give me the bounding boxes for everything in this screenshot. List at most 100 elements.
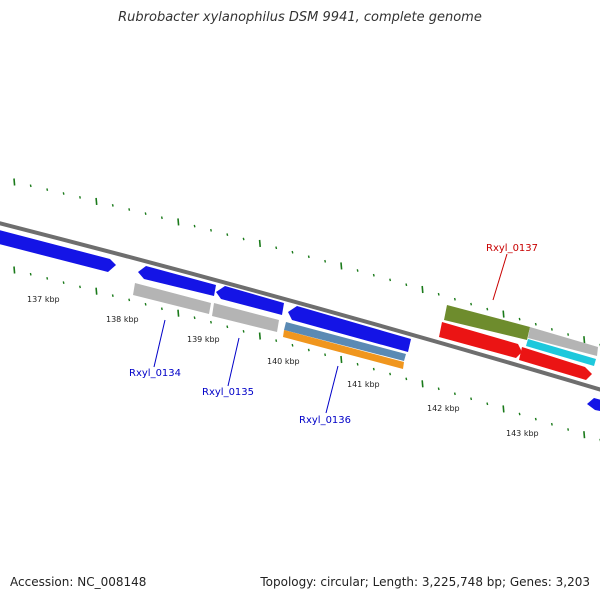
label-leader-line bbox=[492, 253, 508, 301]
scale-minor-tick bbox=[111, 204, 114, 207]
label-leader-line bbox=[325, 365, 339, 414]
scale-minor-tick bbox=[550, 422, 553, 426]
scale-minor-tick bbox=[372, 273, 375, 277]
scale-minor-tick bbox=[470, 397, 473, 401]
scale-minor-tick bbox=[242, 330, 245, 333]
scale-major-tick bbox=[421, 285, 424, 294]
scale-major-tick bbox=[13, 178, 16, 186]
scale-major-tick bbox=[177, 309, 180, 317]
scale-major-tick bbox=[340, 355, 343, 364]
scale-minor-tick bbox=[486, 307, 489, 311]
accession-text: Accession: NC_008148 bbox=[10, 575, 147, 589]
scale-minor-tick bbox=[453, 392, 456, 396]
scale-minor-tick bbox=[193, 316, 196, 320]
gene-label[interactable]: Rxyl_0137 bbox=[486, 243, 538, 254]
scale-minor-tick bbox=[128, 298, 131, 302]
scale-minor-tick bbox=[534, 322, 537, 326]
scale-major-tick bbox=[95, 287, 98, 295]
scale-label: 142 kbp bbox=[427, 404, 460, 413]
scale-major-tick bbox=[177, 218, 180, 226]
scale-minor-tick bbox=[356, 362, 359, 366]
scale-minor-tick bbox=[226, 233, 229, 236]
scale-minor-tick bbox=[405, 377, 408, 381]
scale-minor-tick bbox=[128, 208, 131, 211]
gene-arrow-blue[interactable] bbox=[138, 266, 216, 296]
scale-minor-tick bbox=[193, 224, 196, 228]
label-leader-line bbox=[153, 319, 166, 368]
scale-major-tick bbox=[258, 332, 261, 340]
scale-label: 139 kbp bbox=[187, 335, 220, 344]
gene-label[interactable]: Rxyl_0135 bbox=[202, 387, 254, 398]
scale-minor-tick bbox=[372, 367, 375, 371]
scale-minor-tick bbox=[226, 325, 229, 329]
scale-major-tick bbox=[583, 336, 586, 344]
scale-major-tick bbox=[421, 380, 424, 388]
scale-minor-tick bbox=[46, 188, 49, 191]
gene-bar-grey[interactable] bbox=[528, 327, 598, 356]
scale-major-tick bbox=[502, 310, 505, 318]
scale-ticks bbox=[13, 178, 600, 442]
scale-minor-tick bbox=[160, 216, 163, 220]
scale-major-tick bbox=[13, 266, 16, 274]
scale-label: 143 kbp bbox=[506, 429, 539, 438]
scale-minor-tick bbox=[356, 269, 359, 272]
scale-minor-tick bbox=[79, 196, 81, 199]
scale-major-tick bbox=[258, 239, 261, 247]
scale-major-tick bbox=[502, 405, 505, 413]
scale-minor-tick bbox=[518, 412, 521, 416]
scale-minor-tick bbox=[453, 297, 456, 301]
gene-bar-olive[interactable] bbox=[444, 305, 530, 340]
scale-minor-tick bbox=[210, 320, 212, 324]
scale-minor-tick bbox=[46, 277, 49, 280]
scale-minor-tick bbox=[29, 272, 32, 276]
gene-arrow-blue[interactable] bbox=[587, 398, 600, 412]
scale-minor-tick bbox=[534, 417, 537, 421]
scale-minor-tick bbox=[111, 294, 114, 297]
scale-minor-tick bbox=[389, 372, 392, 376]
scale-minor-tick bbox=[437, 387, 440, 391]
gene-arrow-red[interactable] bbox=[439, 322, 522, 358]
scale-minor-tick bbox=[160, 307, 163, 311]
scale-minor-tick bbox=[470, 302, 473, 306]
scale-minor-tick bbox=[275, 246, 278, 250]
gene-arrow-blue[interactable] bbox=[288, 306, 411, 352]
gene-bar-grey[interactable] bbox=[212, 303, 279, 332]
scale-label: 141 kbp bbox=[347, 380, 380, 389]
scale-minor-tick bbox=[29, 184, 32, 188]
label-leader-line bbox=[227, 337, 240, 387]
scale-minor-tick bbox=[307, 255, 310, 259]
scale-major-tick bbox=[583, 431, 586, 439]
genome-backbone bbox=[0, 221, 600, 392]
scale-minor-tick bbox=[62, 192, 65, 195]
scale-major-tick bbox=[340, 262, 343, 270]
gene-bar-steel[interactable] bbox=[284, 322, 406, 361]
gene-bar-grey[interactable] bbox=[133, 283, 211, 314]
scale-minor-tick bbox=[437, 292, 440, 296]
map-title: Rubrobacter xylanophilus DSM 9941, compl… bbox=[118, 10, 482, 25]
gene-bar-cyan[interactable] bbox=[526, 339, 596, 366]
scale-minor-tick bbox=[567, 428, 570, 431]
scale-minor-tick bbox=[307, 348, 310, 352]
gene-arrow-red[interactable] bbox=[519, 347, 592, 380]
scale-minor-tick bbox=[291, 250, 294, 254]
scale-minor-tick bbox=[518, 317, 521, 321]
gene-arrow-blue[interactable] bbox=[216, 286, 284, 315]
scale-minor-tick bbox=[242, 237, 245, 241]
scale-minor-tick bbox=[291, 343, 294, 347]
scale-minor-tick bbox=[324, 259, 327, 263]
scale-minor-tick bbox=[405, 283, 408, 287]
scale-minor-tick bbox=[486, 402, 489, 406]
gene-label[interactable]: Rxyl_0134 bbox=[129, 368, 181, 379]
gene-arrow-blue[interactable] bbox=[0, 229, 116, 272]
scale-minor-tick bbox=[567, 333, 570, 336]
scale-minor-tick bbox=[210, 228, 212, 232]
scale-minor-tick bbox=[389, 278, 392, 282]
scale-label: 140 kbp bbox=[267, 357, 300, 366]
gene-bar-orange[interactable] bbox=[283, 330, 404, 369]
scale-major-tick bbox=[95, 197, 98, 205]
gene-label[interactable]: Rxyl_0136 bbox=[299, 415, 351, 426]
scale-label: 138 kbp bbox=[106, 315, 139, 324]
scale-minor-tick bbox=[144, 302, 147, 306]
scale-minor-tick bbox=[144, 212, 147, 215]
